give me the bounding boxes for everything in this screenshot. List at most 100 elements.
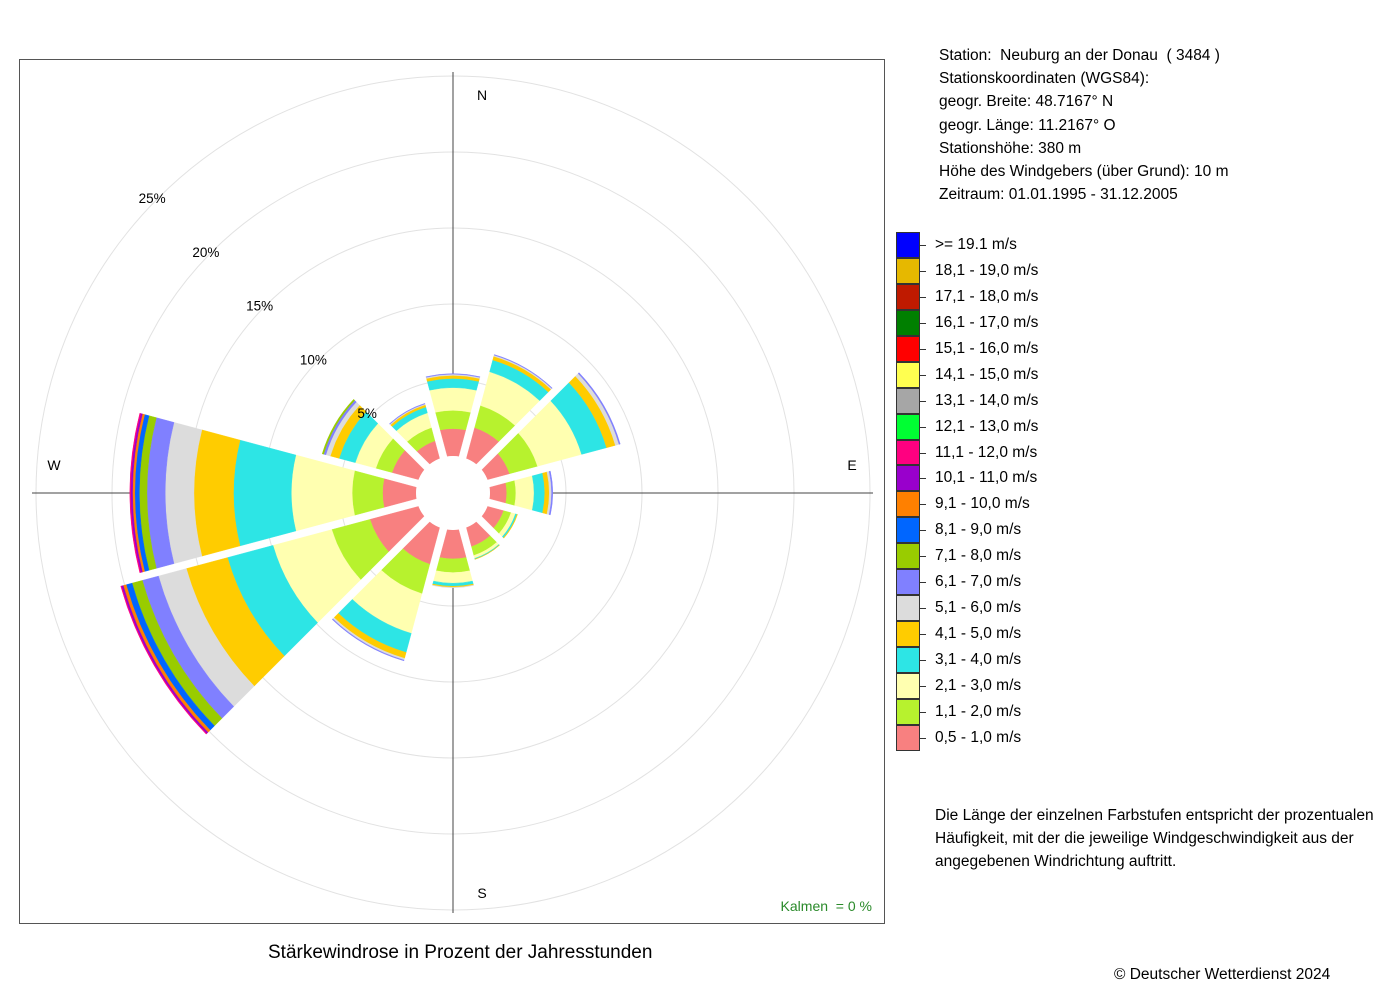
- direction-label-n: N: [477, 87, 487, 103]
- radial-tick-label-10: 10%: [300, 352, 327, 367]
- rose-segment-270-class-1: [351, 470, 385, 516]
- rose-segment-0-class-6: [425, 373, 481, 378]
- rose-segment-0-class-2: [429, 387, 477, 413]
- legend-tick: [920, 504, 926, 506]
- legend-tick: [920, 685, 926, 687]
- legend-label: 6,1 - 7,0 m/s: [935, 573, 1022, 591]
- legend-label: 8,1 - 9,0 m/s: [935, 521, 1022, 539]
- legend-swatch: [896, 439, 920, 466]
- radial-tick-label-25: 25%: [139, 191, 166, 206]
- legend-tick: [920, 711, 926, 713]
- legend-swatch: [896, 517, 920, 544]
- radial-tick-label-15: 15%: [246, 299, 273, 314]
- legend-swatch: [896, 232, 920, 258]
- legend-label: 18,1 - 19,0 m/s: [935, 261, 1039, 279]
- calms-value: 0 %: [847, 898, 872, 914]
- legend-label: 4,1 - 5,0 m/s: [935, 625, 1022, 643]
- rose-segment-270-class-4: [193, 429, 241, 557]
- legend-swatch: [896, 413, 920, 440]
- legend-swatch: [896, 698, 920, 725]
- legend-tick: [920, 348, 926, 350]
- legend-label: 7,1 - 8,0 m/s: [935, 547, 1022, 565]
- rose-segment-180-class-0: [439, 529, 467, 560]
- legend-tick: [920, 530, 926, 532]
- rose-segment-270-class-2: [291, 454, 355, 532]
- sensor-height: Höhe des Windgebers (über Grund): 10 m: [939, 163, 1229, 181]
- explanation-note: Die Länge der einzelnen Farbstufen entsp…: [935, 807, 1374, 870]
- rose-segment-270-class-11: [129, 412, 141, 574]
- legend-label: 16,1 - 17,0 m/s: [935, 313, 1039, 331]
- rose-segment-90-class-3: [532, 472, 545, 514]
- rose-segment-180-class-1: [436, 557, 470, 573]
- legend-swatch: [896, 465, 920, 492]
- rose-segment-120-class-4: [503, 514, 518, 539]
- legend-tick: [920, 296, 926, 298]
- legend-tick: [920, 634, 926, 636]
- legend-tick: [920, 400, 926, 402]
- legend-tick: [920, 270, 926, 272]
- legend-label: 11,1 - 12,0 m/s: [935, 443, 1038, 461]
- legend-tick: [920, 660, 926, 661]
- legend-tick: [920, 245, 926, 246]
- legend-swatch: [896, 387, 920, 414]
- direction-label-e: E: [847, 457, 856, 473]
- legend-tick: [920, 322, 926, 324]
- legend-swatch: [896, 724, 920, 751]
- legend-label: 14,1 - 15,0 m/s: [935, 365, 1039, 383]
- legend-label: 13,1 - 14,0 m/s: [935, 391, 1039, 409]
- rose-segment-210-class-6: [331, 618, 405, 662]
- legend-label: 17,1 - 18,0 m/s: [935, 287, 1039, 305]
- legend-label: 0,5 - 1,0 m/s: [935, 728, 1022, 746]
- rose-segment-330-class-6: [389, 403, 426, 425]
- wind-rose-chart: 5% 10% 15% 20% 25% N E S W: [32, 72, 873, 913]
- rose-segment-0-class-1: [435, 410, 471, 431]
- legend-swatch: [896, 621, 920, 647]
- rose-segment-240-class-11: [120, 585, 207, 735]
- legend-tick: [920, 374, 926, 376]
- legend-swatch: [896, 569, 920, 596]
- legend-label: 9,1 - 10,0 m/s: [935, 495, 1030, 513]
- chart-caption: Stärkewindrose in Prozent der Jahresstun…: [268, 942, 653, 963]
- legend-label: >= 19.1 m/s: [935, 236, 1017, 253]
- rose-segment-300-class-7: [321, 399, 356, 455]
- legend-label: 1,1 - 2,0 m/s: [935, 702, 1022, 720]
- legend-swatch: [896, 672, 920, 699]
- calms-readout: Kalmen = 0 %: [781, 898, 872, 914]
- legend-tick: [920, 478, 926, 480]
- station-coords-title: Stationskoordinaten (WGS84):: [939, 70, 1150, 88]
- legend-swatch: [896, 647, 920, 673]
- rose-segment-90-class-6: [548, 470, 553, 516]
- legend-swatch: [896, 543, 920, 570]
- legend-label: 2,1 - 3,0 m/s: [935, 676, 1022, 694]
- legend-tick: [920, 556, 926, 558]
- rose-segment-90-class-2: [514, 475, 535, 511]
- legend-swatch: [896, 361, 920, 388]
- legend-swatch: [896, 257, 920, 284]
- legend-swatch: [896, 595, 920, 622]
- radial-tick-label-5: 5%: [357, 406, 377, 421]
- legend-tick: [920, 737, 926, 739]
- legend-tick: [920, 608, 926, 610]
- legend-label: 15,1 - 16,0 m/s: [935, 339, 1039, 357]
- legend-swatch: [896, 309, 920, 336]
- legend-label: 12,1 - 13,0 m/s: [935, 417, 1039, 435]
- time-period: Zeitraum: 01.01.1995 - 31.12.2005: [939, 186, 1178, 204]
- legend-swatch: [896, 491, 920, 518]
- calms-label: Kalmen =: [780, 898, 844, 914]
- legend-swatch: [896, 335, 920, 362]
- rose-segment-90-class-0: [489, 482, 507, 504]
- direction-label-w: W: [47, 457, 61, 473]
- legend-tick: [920, 582, 926, 584]
- legend-label: 10,1 - 11,0 m/s: [935, 469, 1038, 487]
- direction-label-s: S: [477, 885, 486, 901]
- legend-tick: [920, 426, 926, 428]
- legend-label: 5,1 - 6,0 m/s: [935, 599, 1022, 617]
- rose-segment-180-class-5: [432, 584, 474, 588]
- station-latitude: geogr. Breite: 48.7167° N: [939, 93, 1114, 111]
- legend-swatch: [896, 283, 920, 310]
- legend-tick: [920, 452, 926, 454]
- station-longitude: geogr. Länge: 11.2167° O: [939, 116, 1116, 134]
- wind-rose-plot-area: 5% 10% 15% 20% 25% N E S W Kalmen = 0 %: [19, 59, 885, 924]
- rose-segment-30-class-6: [493, 354, 553, 389]
- rose-segment-180-class-2: [433, 570, 473, 584]
